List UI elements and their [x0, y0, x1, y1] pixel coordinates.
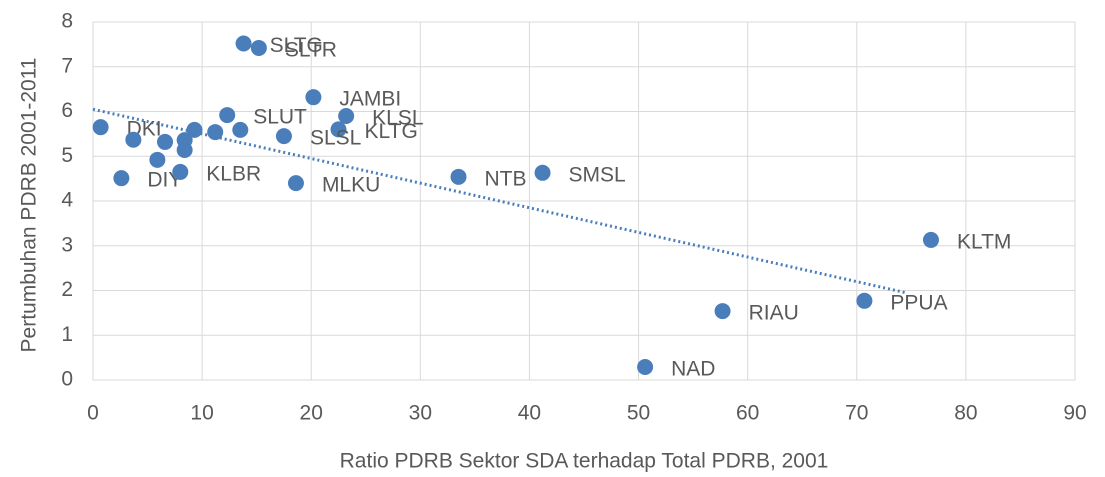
- point: [275, 128, 292, 145]
- x-tick-label: 80: [954, 402, 977, 425]
- point: [113, 170, 130, 187]
- point-label: SLTG: [270, 34, 323, 57]
- point-label: KLTG: [365, 120, 418, 143]
- point-label: RIAU: [749, 302, 799, 325]
- point: [232, 121, 249, 138]
- point: [207, 124, 224, 141]
- point: [534, 164, 551, 181]
- y-tick-label: 2: [61, 278, 73, 301]
- point: [149, 151, 166, 168]
- point: [922, 231, 939, 248]
- x-axis-title: Ratio PDRB Sektor SDA terhadap Total PDR…: [340, 450, 829, 473]
- x-tick-label: 30: [409, 402, 432, 425]
- point: [450, 168, 467, 185]
- point: [186, 121, 203, 138]
- x-tick-label: 70: [845, 402, 868, 425]
- point-label: SMSL: [569, 163, 626, 186]
- y-tick-label: 6: [61, 99, 73, 122]
- point-label: SLUT: [253, 106, 307, 129]
- point: [856, 292, 873, 309]
- point-label: SLSL: [310, 127, 361, 150]
- y-tick-label: 8: [61, 10, 73, 33]
- y-axis-title: Pertumbuhan PDRB 2001-2011: [18, 58, 41, 353]
- point: [637, 359, 654, 376]
- point: [219, 107, 236, 124]
- point-label: JAMBI: [339, 88, 401, 111]
- point: [287, 175, 304, 192]
- point: [235, 35, 252, 52]
- point-label: KLBR: [206, 162, 261, 185]
- x-tick-label: 50: [627, 402, 650, 425]
- point: [176, 132, 193, 149]
- y-tick-label: 4: [61, 189, 73, 212]
- point-label: KLTM: [957, 230, 1011, 253]
- point: [330, 121, 347, 138]
- point-label: NTB: [485, 167, 527, 190]
- point-label: KLSL: [372, 107, 423, 130]
- point: [338, 107, 355, 124]
- point: [305, 89, 322, 106]
- x-tick-label: 60: [736, 402, 759, 425]
- x-tick-label: 10: [190, 402, 213, 425]
- x-tick-label: 20: [300, 402, 323, 425]
- point: [125, 131, 142, 148]
- x-tick-label: 0: [87, 402, 99, 425]
- point-label: NAD: [671, 358, 715, 381]
- point-label: PPUA: [890, 291, 947, 314]
- x-tick-label: 40: [518, 402, 541, 425]
- trendline: [92, 107, 907, 295]
- y-tick-label: 1: [61, 323, 73, 346]
- y-tick-label: 0: [61, 368, 73, 391]
- y-tick-label: 5: [61, 144, 73, 167]
- point: [157, 133, 174, 150]
- y-tick-label: 3: [61, 233, 73, 256]
- x-tick-label: 90: [1063, 402, 1086, 425]
- point: [92, 119, 109, 136]
- y-tick-label: 7: [61, 54, 73, 77]
- point-label: SLTR: [285, 39, 337, 62]
- point: [714, 303, 731, 320]
- point: [250, 39, 267, 56]
- point-label: MLKU: [322, 174, 380, 197]
- point: [172, 163, 189, 180]
